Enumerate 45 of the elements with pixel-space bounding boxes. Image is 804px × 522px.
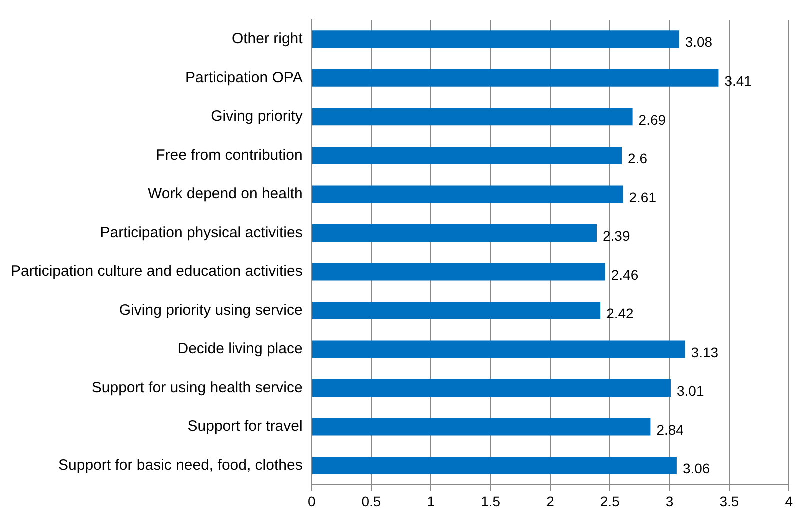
data-label: 3.01 (676, 383, 704, 400)
x-tick-label: 3.5 (720, 493, 740, 510)
bar (312, 418, 651, 436)
data-label: 2.39 (603, 228, 630, 244)
bar (312, 108, 633, 126)
y-tick-label: Giving priority (211, 108, 304, 126)
bar (312, 380, 671, 398)
data-label: 2.6 (628, 150, 648, 167)
y-tick-label: Giving priority using service (119, 302, 303, 319)
bar (312, 186, 624, 204)
y-tick-label: Work depend on health (148, 186, 303, 203)
y-tick-label: Participation physical activities (100, 224, 303, 242)
x-tick-label: 3 (666, 493, 674, 510)
x-tick-label: 0 (308, 493, 316, 510)
data-label: 2.61 (629, 189, 657, 206)
y-tick-label: Support for using health service (92, 379, 303, 396)
bar (312, 340, 686, 358)
data-label: 3.06 (682, 460, 710, 477)
bar (312, 302, 601, 320)
x-tick-label: 0.5 (362, 493, 382, 510)
data-label: 2.46 (611, 266, 639, 283)
y-tick-label: Free from contribution (156, 146, 303, 164)
y-tick-label: Participation OPA (186, 69, 303, 86)
bar (312, 146, 622, 164)
y-tick-label: Support for travel (188, 418, 303, 436)
data-label: 3.13 (691, 344, 719, 360)
y-tick-label: Decide living place (178, 340, 303, 358)
data-label: 2.42 (606, 306, 634, 322)
bar (312, 30, 680, 48)
bar (312, 224, 598, 242)
x-tick-label: 2.5 (600, 493, 620, 510)
data-label: 3.08 (685, 34, 713, 50)
data-label: 2.69 (638, 112, 666, 128)
data-label: 2.84 (656, 422, 684, 438)
y-tick-label: Participation culture and education activities (10, 263, 303, 280)
y-tick-label: Other right (232, 30, 304, 48)
x-tick-label: 4 (785, 493, 794, 510)
x-tick-label: 1 (427, 493, 436, 510)
bar (312, 69, 719, 87)
x-tick-label: 1.5 (481, 493, 501, 510)
bar (312, 263, 606, 281)
x-tick-label: 2 (546, 493, 555, 510)
bar (312, 457, 677, 475)
y-tick-label: Support for basic need, food, clothes (58, 456, 303, 474)
data-label: 3.41 (724, 73, 752, 90)
